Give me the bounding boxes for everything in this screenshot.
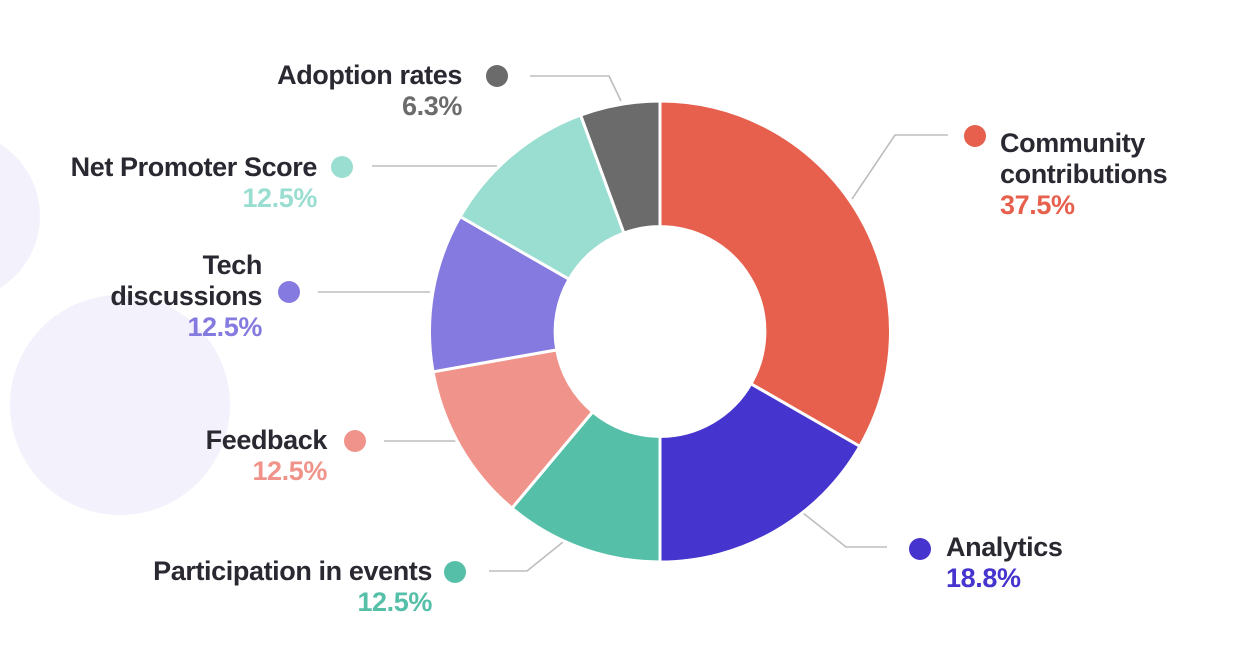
connector-analytics [802, 512, 887, 548]
donut-slice-adoption-rates [579, 99, 662, 235]
label-feedback-name: Feedback [205, 425, 328, 455]
decor-circle-large [10, 295, 230, 515]
label-analytics-value: 18.8% [946, 563, 1021, 593]
label-adoption-rates-name: Adoption rates [277, 60, 462, 90]
feedback-dot [344, 430, 366, 452]
participation-in-events-dot [444, 561, 466, 583]
label-tech-discussions-name: Tech discussions [110, 250, 262, 311]
connector-adoption-rates [530, 75, 622, 102]
label-net-promoter-score: Net Promoter Score 12.5% [70, 152, 318, 214]
label-analytics: Analytics 18.8% [946, 532, 1063, 594]
connector-participation-in-events [489, 541, 564, 572]
label-adoption-rates: Adoption rates 6.3% [277, 60, 462, 122]
label-tech-discussions-value: 12.5% [187, 312, 262, 342]
label-participation-in-events: Participation in events 12.5% [153, 556, 432, 618]
donut-slice-analytics [658, 382, 862, 564]
label-adoption-rates-value: 6.3% [402, 91, 462, 121]
community-contributions-dot [964, 125, 986, 147]
decor-circle-small [0, 143, 40, 289]
adoption-rates-dot [486, 65, 508, 87]
label-net-promoter-score-name: Net Promoter Score [70, 152, 318, 182]
label-analytics-name: Analytics [946, 532, 1063, 562]
label-community-contributions-name: Community contributions [1000, 128, 1168, 189]
label-community-contributions-value: 37.5% [1000, 190, 1075, 220]
label-community-contributions: Community contributions 37.5% [1000, 128, 1215, 221]
label-net-promoter-score-value: 12.5% [242, 183, 317, 213]
connector-community-contributions [851, 134, 948, 200]
donut-chart [428, 99, 892, 564]
label-tech-discussions: Tech discussions 12.5% [87, 250, 262, 343]
net-promoter-score-dot [331, 156, 353, 178]
donut-slice-community-contributions [658, 99, 892, 448]
tech-discussions-dot [278, 281, 300, 303]
analytics-dot [909, 538, 931, 560]
label-feedback: Feedback 12.5% [205, 425, 328, 487]
label-feedback-value: 12.5% [252, 456, 327, 486]
label-participation-in-events-value: 12.5% [357, 587, 432, 617]
label-participation-in-events-name: Participation in events [153, 556, 432, 586]
